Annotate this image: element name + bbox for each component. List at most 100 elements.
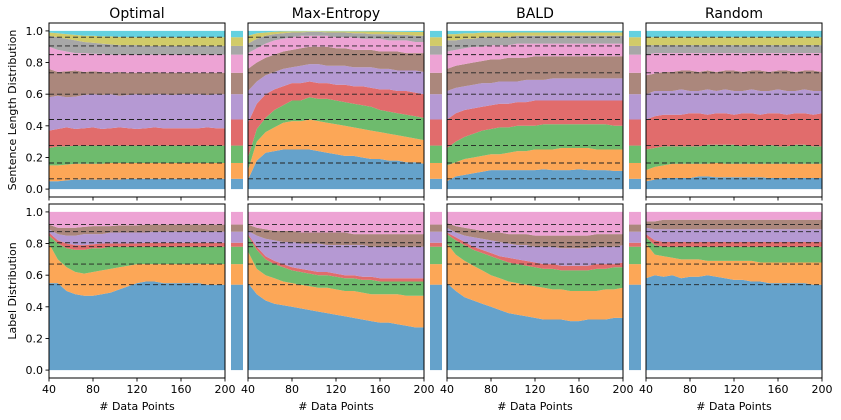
reference-segment-2 xyxy=(430,145,442,163)
area-sentence_length-band-2 xyxy=(646,144,822,171)
area-label-band-3 xyxy=(49,232,225,250)
reference-segment-1 xyxy=(231,264,243,285)
y-tick-label-0: 0.0 xyxy=(26,364,44,377)
reference-segment-6 xyxy=(629,54,641,73)
reference-segment-3 xyxy=(629,119,641,146)
reference-segment-0 xyxy=(629,284,641,371)
panel-sentence_length-0: Optimal 0.0 0.2 0.4 0.6 0.8 1.0 xyxy=(26,6,226,201)
x-tick-label-80: 80 xyxy=(484,383,498,396)
area-group xyxy=(646,211,822,371)
area-label-band-0 xyxy=(248,283,424,371)
area-label-band-5 xyxy=(447,223,623,249)
reference-segment-6 xyxy=(629,211,641,225)
area-sentence_length-band-7 xyxy=(447,35,623,52)
reference-segment-2 xyxy=(629,246,641,265)
reference-strip-sentence_length-1 xyxy=(430,30,442,190)
x-tick-label-80: 80 xyxy=(285,383,299,396)
area-sentence_length-band-9 xyxy=(447,30,623,35)
reference-segment-3 xyxy=(629,242,641,247)
x-tick-label-120: 120 xyxy=(724,383,745,396)
area-label-band-6 xyxy=(49,211,225,228)
y-tick-label-2: 0.4 xyxy=(26,301,44,314)
reference-segment-5 xyxy=(430,72,442,95)
reference-segment-5 xyxy=(430,224,442,232)
reference-segment-6 xyxy=(430,211,442,225)
area-label-band-2 xyxy=(447,234,623,291)
area-label-band-3 xyxy=(646,234,822,247)
panel-title-1: Max-Entropy xyxy=(292,6,380,22)
x-tick-label-40: 40 xyxy=(639,383,653,396)
area-sentence_length-band-9 xyxy=(646,30,822,38)
area-sentence_length-band-8 xyxy=(49,32,225,46)
area-sentence_length-band-1 xyxy=(49,163,225,182)
reference-segment-1 xyxy=(231,162,243,179)
area-label-band-1 xyxy=(447,243,623,322)
area-label-band-0 xyxy=(447,283,623,371)
y-tick-label-4: 0.8 xyxy=(26,238,44,251)
y-tick-label-5: 1.0 xyxy=(26,25,44,38)
reference-strip-sentence_length-2 xyxy=(629,30,641,190)
reference-strip-label-2 xyxy=(629,211,641,371)
area-group xyxy=(646,30,822,190)
reference-segment-5 xyxy=(629,224,641,232)
panel-sentence_length-3: Random xyxy=(645,6,823,201)
panel-label-0: 40 80 120 160 200 # Data Points 0.0 0.2 0.4 0.6 0.… xyxy=(26,203,236,413)
area-sentence_length-band-0 xyxy=(646,176,822,190)
area-sentence_length-band-5 xyxy=(49,68,225,98)
area-sentence_length-band-7 xyxy=(49,35,225,55)
x-axis-label-0: # Data Points xyxy=(99,400,175,413)
area-sentence_length-band-1 xyxy=(248,119,424,180)
area-sentence_length-band-0 xyxy=(49,178,225,190)
area-label-band-6 xyxy=(447,211,623,236)
area-label-band-3 xyxy=(248,234,424,282)
y-tick-label-2: 0.4 xyxy=(26,120,44,133)
reference-segment-1 xyxy=(430,162,442,179)
y-axis-label-sentence_length: Sentence Length Distribution xyxy=(6,30,19,191)
x-axis-label-3: # Data Points xyxy=(696,400,772,413)
x-tick-label-200: 200 xyxy=(215,383,236,396)
reference-segment-1 xyxy=(629,264,641,285)
area-label-band-1 xyxy=(49,243,225,296)
area-sentence_length-band-8 xyxy=(447,32,623,41)
reference-segment-6 xyxy=(231,211,243,225)
area-sentence_length-band-3 xyxy=(49,127,225,148)
reference-segment-2 xyxy=(231,145,243,163)
reference-segment-5 xyxy=(231,224,243,232)
reference-segment-7 xyxy=(231,45,243,55)
area-sentence_length-band-5 xyxy=(447,56,623,91)
reference-segment-4 xyxy=(430,94,442,120)
x-tick-label-40: 40 xyxy=(42,383,56,396)
area-label-band-0 xyxy=(646,275,822,371)
y-tick-label-0: 0.0 xyxy=(26,183,44,196)
area-group xyxy=(447,211,623,371)
reference-segment-4 xyxy=(629,231,641,243)
x-axis-label-2: # Data Points xyxy=(497,400,573,413)
reference-segment-8 xyxy=(430,37,442,46)
x-tick-label-200: 200 xyxy=(812,383,833,396)
panel-title-0: Optimal xyxy=(109,6,164,22)
reference-segment-3 xyxy=(430,119,442,146)
area-sentence_length-band-3 xyxy=(248,81,424,158)
area-sentence_length-band-2 xyxy=(447,124,623,166)
area-sentence_length-band-9 xyxy=(49,30,225,38)
reference-segment-2 xyxy=(629,145,641,163)
panel-label-1: 40 80 120 160 200 # Data Points xyxy=(241,203,435,413)
reference-segment-9 xyxy=(629,30,641,38)
x-tick-label-40: 40 xyxy=(440,383,454,396)
reference-segment-8 xyxy=(629,37,641,46)
reference-strip-label-1 xyxy=(430,211,442,371)
reference-segment-0 xyxy=(629,178,641,190)
area-label-band-2 xyxy=(248,235,424,296)
reference-segment-4 xyxy=(231,231,243,243)
area-group xyxy=(49,30,225,190)
area-sentence_length-band-4 xyxy=(248,64,424,123)
x-tick-label-200: 200 xyxy=(613,383,634,396)
y-tick-label-4: 0.8 xyxy=(26,57,44,70)
y-tick-label-1: 0.2 xyxy=(26,151,44,164)
x-tick-label-160: 160 xyxy=(768,383,789,396)
area-sentence_length-band-5 xyxy=(646,70,822,95)
reference-segment-7 xyxy=(629,45,641,55)
reference-segment-0 xyxy=(430,284,442,371)
area-sentence_length-band-8 xyxy=(248,31,424,44)
